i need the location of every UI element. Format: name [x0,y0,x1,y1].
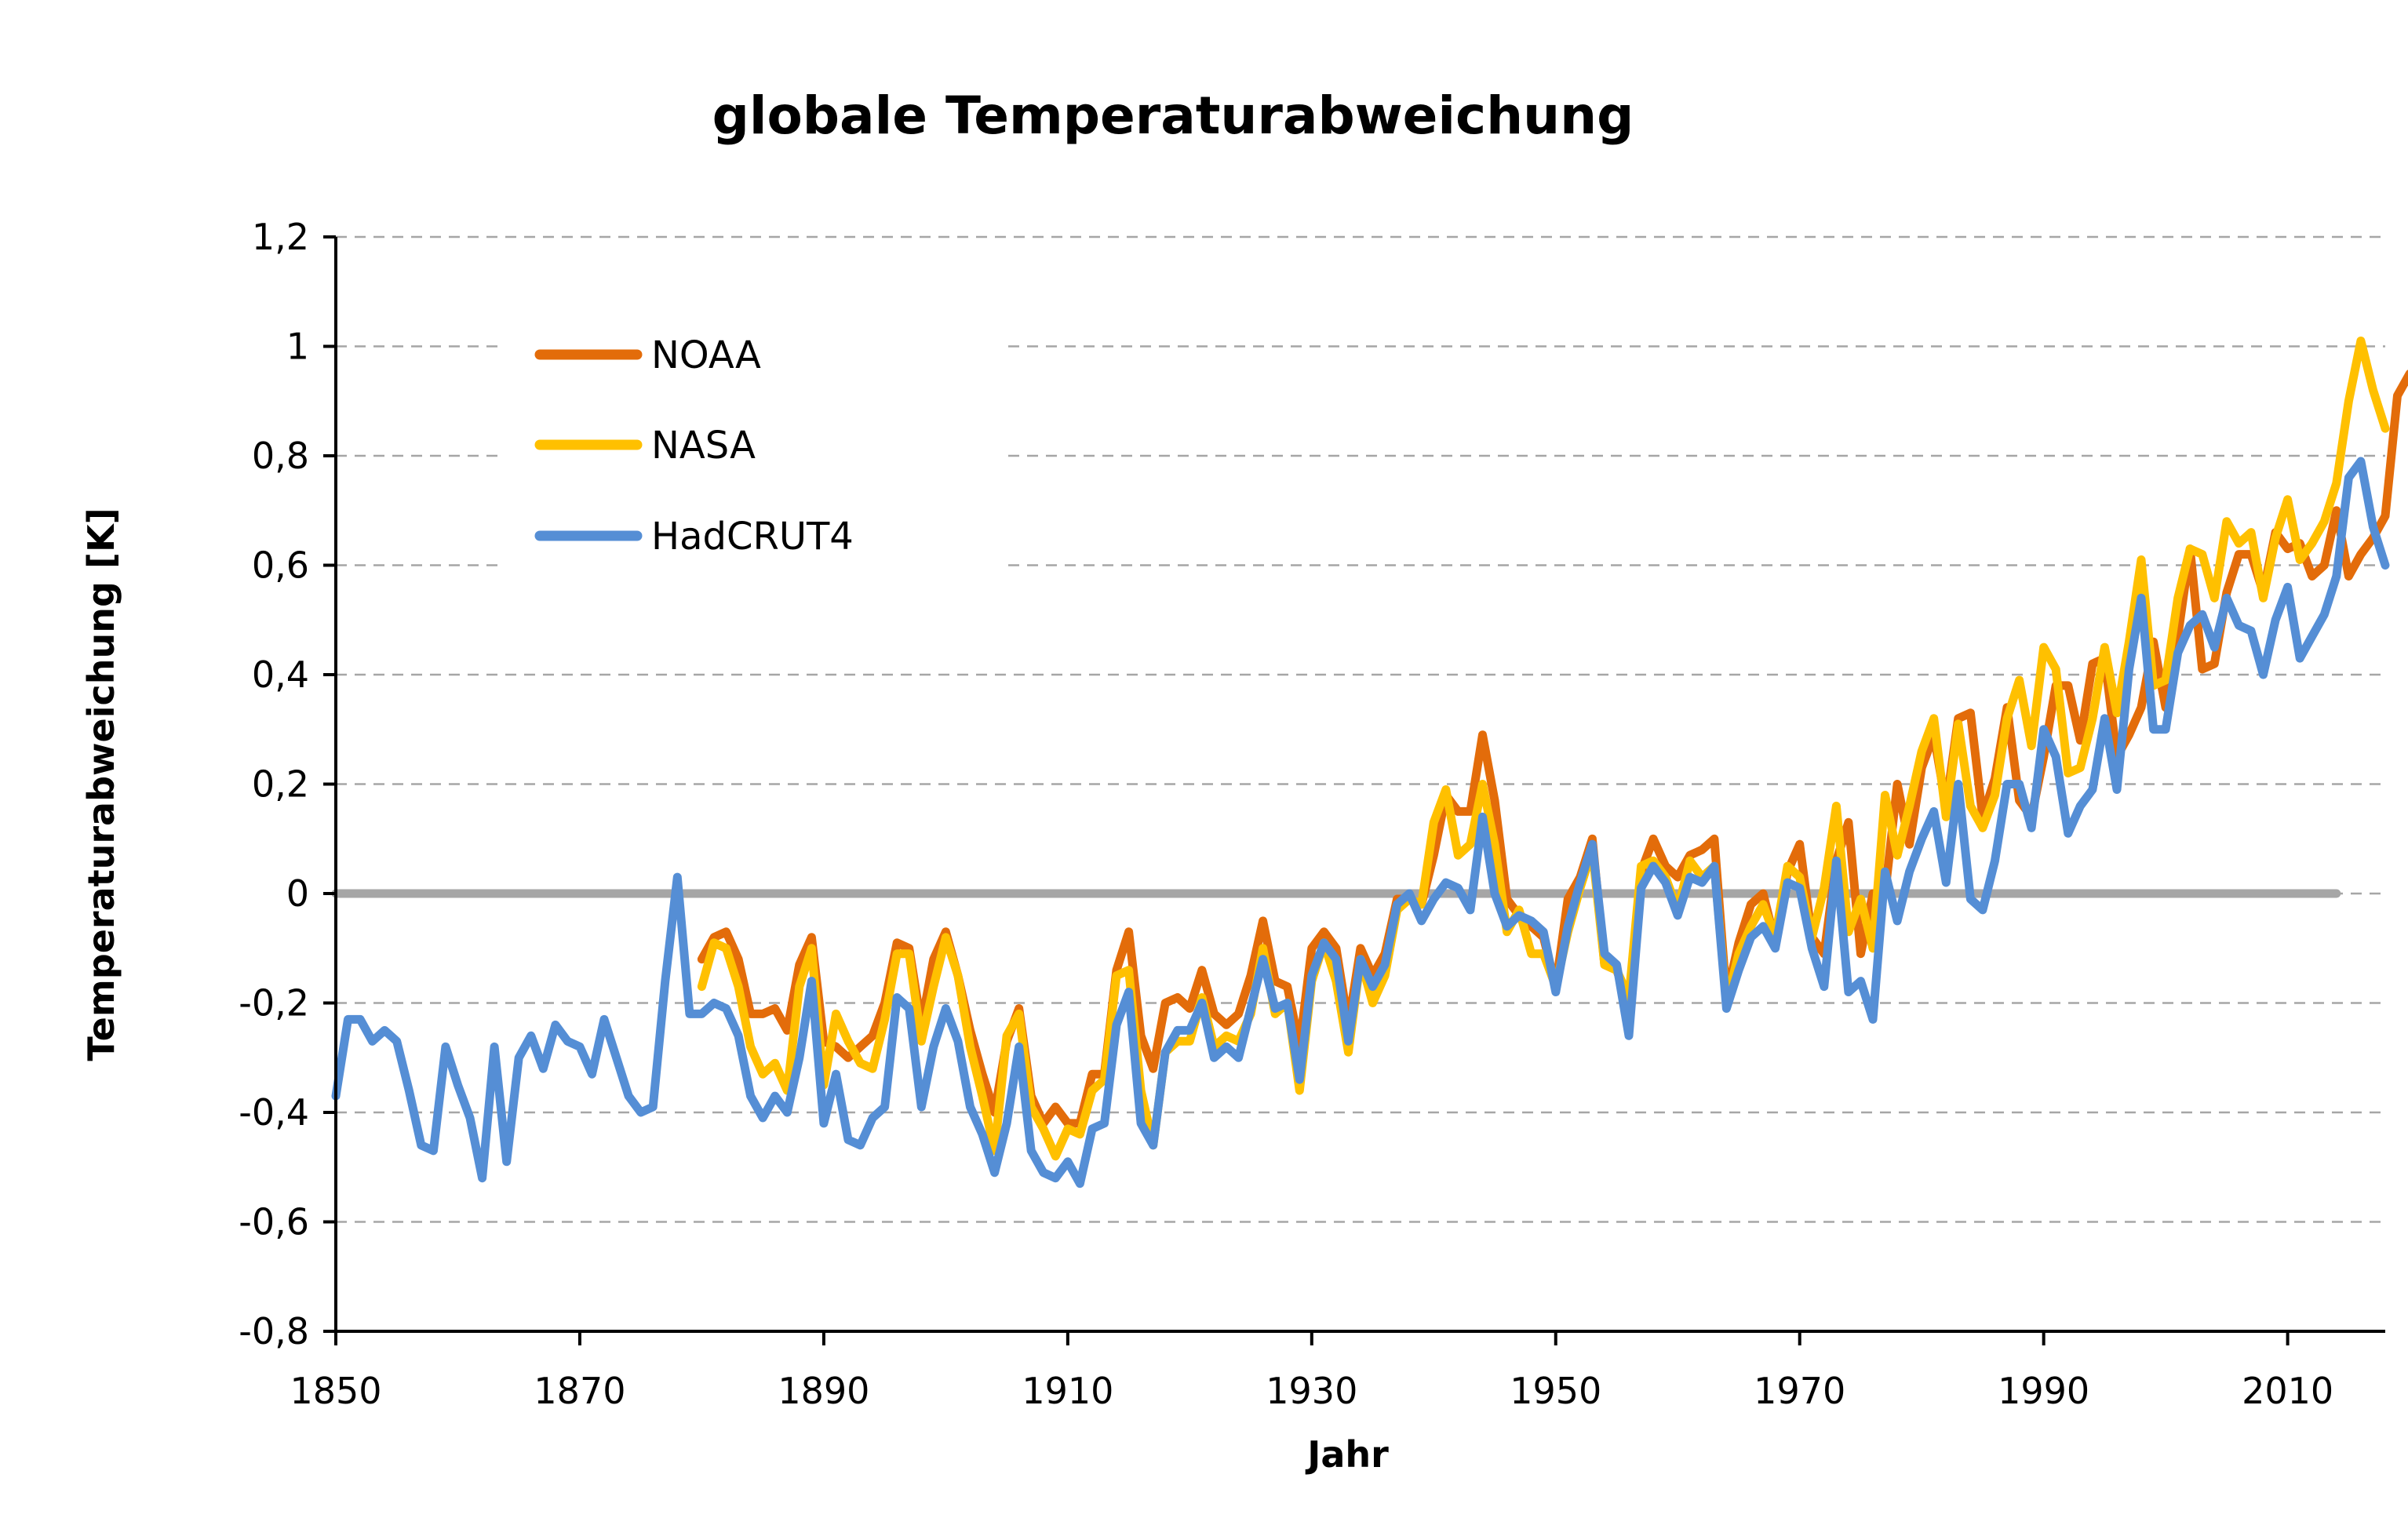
x-tick-label: 1930 [1266,1370,1357,1412]
x-axis-title: Jahr [1305,1433,1389,1476]
y-tick-label: -0,8 [239,1310,309,1352]
series-line-noaa [697,369,2408,1128]
y-tick-label: -0,4 [239,1091,309,1134]
y-axis-title: Temperaturabweichung [K] [80,508,122,1061]
y-tick-label: 1 [286,326,309,368]
legend: NOAA NASA HadCRUT4 [534,333,854,559]
y-tick-label: 1,2 [252,216,309,258]
series-line-nasa [697,337,2390,1161]
y-tick-label: 0,2 [252,763,309,806]
y-tick-label: 0 [286,872,309,915]
y-tick-label: -0,6 [239,1201,309,1243]
x-tick-label: 1970 [1754,1370,1845,1412]
y-tick-labels: -0,8 -0,6 -0,4 -0,2 0 0,2 0,4 0,6 0,8 1 1,2 [239,216,309,1352]
y-tick-label: 0,6 [252,544,309,587]
x-tick-label: 1890 [778,1370,869,1412]
x-tick-label: 1870 [534,1370,625,1412]
legend-label-nasa: NASA [651,424,756,468]
x-tick-label: 1950 [1510,1370,1601,1412]
chart-title: globale Temperaturabweichung [712,86,1634,146]
y-tick-label: -0,2 [239,982,309,1025]
series-layer [331,337,2408,1189]
x-tick-label: 1990 [1998,1370,2089,1412]
y-tick-label: 0,8 [252,435,309,477]
y-tick-label: 0,4 [252,653,309,696]
series-line-hadcrut4 [331,457,2390,1189]
x-tick-label: 1850 [290,1370,381,1412]
axes [323,235,2385,1345]
x-tick-label: 2010 [2242,1370,2333,1412]
x-tick-label: 1910 [1022,1370,1113,1412]
legend-label-hadcrut4: HadCRUT4 [651,515,854,559]
legend-label-noaa: NOAA [651,333,761,377]
x-tick-labels: 1850 1870 1890 1910 1930 1950 1970 1990 2010 [290,1370,2333,1412]
